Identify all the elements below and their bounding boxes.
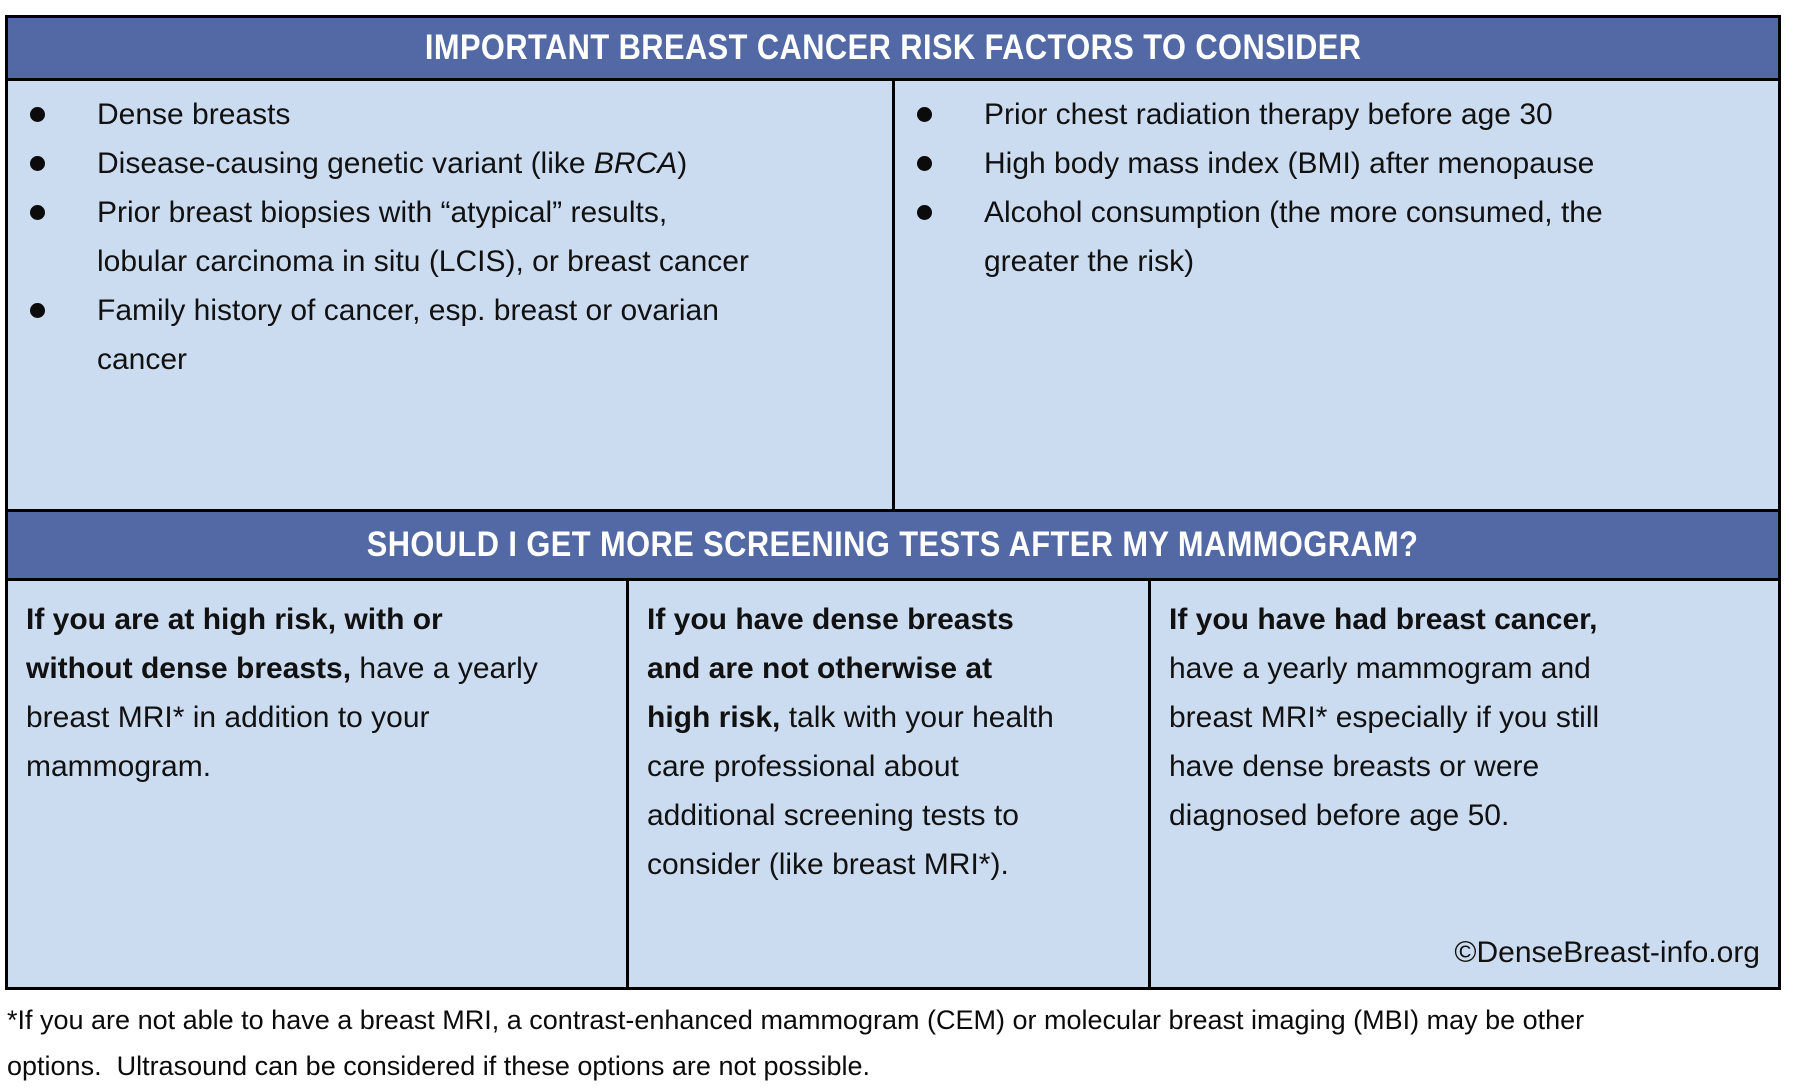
screening-body: If you are at high risk, with or without…: [8, 578, 1778, 987]
list-item: High body mass index (BMI) after menopau…: [895, 139, 1778, 188]
list-item-segment: High body mass index (BMI) after menopau…: [984, 147, 1595, 180]
screening-cell-high-risk: If you are at high risk, with or without…: [8, 581, 629, 987]
footnote: *If you are not able to have a breast MR…: [7, 997, 1787, 1089]
list-item-segment: Prior chest radiation therapy before age…: [984, 98, 1553, 131]
copyright-credit: ©DenseBreast-info.org: [1454, 936, 1760, 969]
bullet-icon: [917, 156, 932, 171]
screening-cell-text: If you have dense breasts and are not ot…: [647, 595, 1057, 889]
list-item-segment: ): [677, 147, 688, 180]
screening-cell-lead: If you have dense breasts and are not ot…: [647, 603, 1014, 734]
risk-factors-right-column: Prior chest radiation therapy before age…: [895, 81, 1778, 509]
list-item-segment: Prior breast biopsies with “atypical” re…: [97, 196, 749, 278]
footnote-line: *If you are not able to have a breast MR…: [7, 1005, 1585, 1035]
bullet-icon: [30, 107, 45, 122]
risk-factors-title: IMPORTANT BREAST CANCER RISK FACTORS TO …: [424, 28, 1362, 67]
screening-cell-text: If you are at high risk, with or without…: [26, 595, 546, 791]
list-item: Alcohol consumption (the more consumed, …: [895, 188, 1778, 286]
risk-and-screening-table: IMPORTANT BREAST CANCER RISK FACTORS TO …: [5, 15, 1781, 990]
list-item-segment: Family history of cancer, esp. breast or…: [97, 294, 719, 376]
list-item-text: Family history of cancer, esp. breast or…: [97, 286, 757, 384]
list-item-text: High body mass index (BMI) after menopau…: [984, 139, 1639, 188]
bullet-icon: [30, 156, 45, 171]
list-item: Family history of cancer, esp. breast or…: [8, 286, 892, 384]
bullet-icon: [30, 303, 45, 318]
screening-cell-text: If you have had breast cancer, have a ye…: [1169, 595, 1659, 840]
bullet-icon: [917, 205, 932, 220]
screening-title: SHOULD I GET MORE SCREENING TESTS AFTER …: [367, 525, 1419, 564]
list-item-segment: Disease-causing genetic variant (like: [97, 147, 594, 180]
screening-cell-lead: If you are at high risk, with or without…: [26, 603, 443, 685]
screening-header: SHOULD I GET MORE SCREENING TESTS AFTER …: [8, 509, 1778, 578]
list-item-text: Dense breasts: [97, 90, 757, 139]
risk-factors-left-column: Dense breasts Disease-causing genetic va…: [8, 81, 895, 509]
footnote-line: options. Ultrasound can be considered if…: [7, 1051, 871, 1081]
list-item-italic-segment: BRCA: [593, 147, 678, 180]
screening-cell-rest: have a yearly breast MRI* in addition to…: [26, 652, 538, 783]
list-item: Disease-causing genetic variant (like BR…: [8, 139, 892, 188]
screening-cell-breast-cancer: If you have had breast cancer, have a ye…: [1151, 581, 1778, 987]
screening-cell-dense-breasts: If you have dense breasts and are not ot…: [629, 581, 1151, 987]
screening-cell-rest: talk with your health care professional …: [647, 701, 1054, 881]
list-item-text: Prior breast biopsies with “atypical” re…: [97, 188, 757, 286]
risk-factors-left-list: Dense breasts Disease-causing genetic va…: [8, 81, 892, 384]
list-item: Prior chest radiation therapy before age…: [895, 90, 1778, 139]
list-item: Prior breast biopsies with “atypical” re…: [8, 188, 892, 286]
screening-cell-rest: have a yearly mammogram and breast MRI* …: [1169, 652, 1600, 832]
risk-factors-header: IMPORTANT BREAST CANCER RISK FACTORS TO …: [8, 18, 1778, 78]
list-item-text: Alcohol consumption (the more consumed, …: [984, 188, 1639, 286]
screening-cell-lead: If you have had breast cancer,: [1169, 603, 1598, 636]
list-item-text: Disease-causing genetic variant (like BR…: [97, 139, 757, 188]
risk-factors-body: Dense breasts Disease-causing genetic va…: [8, 78, 1778, 509]
list-item-segment: Alcohol consumption (the more consumed, …: [984, 196, 1603, 278]
bullet-icon: [917, 107, 932, 122]
list-item-text: Prior chest radiation therapy before age…: [984, 90, 1639, 139]
risk-factors-right-list: Prior chest radiation therapy before age…: [895, 81, 1778, 286]
bullet-icon: [30, 205, 45, 220]
list-item-segment: Dense breasts: [97, 98, 291, 131]
list-item: Dense breasts: [8, 90, 892, 139]
